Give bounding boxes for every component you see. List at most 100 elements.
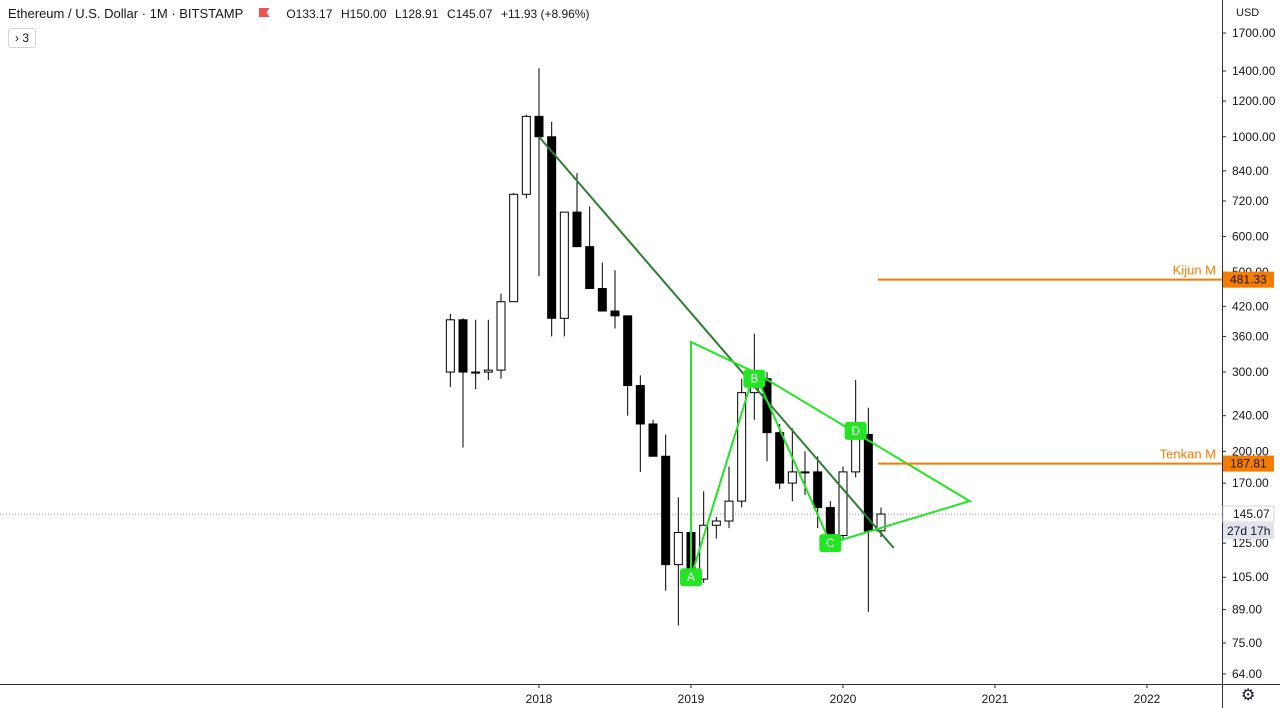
x-tick-label: 2019 (678, 692, 705, 706)
candle-body (775, 432, 785, 484)
countdown-tag-label: 27d 17h (1227, 524, 1270, 538)
candle (813, 456, 823, 529)
indicator-price-tag-bg (1223, 455, 1274, 472)
interval-label[interactable]: 1M (149, 6, 168, 21)
exchange-label: BITSTAMP (179, 6, 244, 21)
x-tick-label: 2022 (1134, 692, 1161, 706)
candle-body (635, 385, 645, 425)
low-value: 128.91 (401, 7, 439, 21)
symbol-separator: · (141, 6, 150, 21)
candle (471, 319, 481, 390)
candle (559, 211, 569, 337)
high-label: H (341, 7, 350, 21)
y-tick-label: 89.00 (1232, 603, 1262, 617)
candle (483, 319, 493, 381)
candle-body (800, 471, 810, 474)
candle (673, 497, 683, 626)
candle-body (458, 319, 468, 373)
open-label: O (286, 7, 296, 21)
open-value: 133.17 (295, 7, 333, 21)
chevron-right-icon: › (15, 31, 19, 45)
candle (509, 192, 519, 303)
candle (496, 293, 506, 379)
currency-label[interactable]: USD (1236, 7, 1260, 19)
symbol-separator: · (171, 6, 180, 21)
candle (648, 419, 658, 457)
candle (711, 516, 721, 539)
indicator-price-tag: 481.33 (1223, 271, 1274, 288)
candle-body (623, 315, 633, 387)
candle-body (597, 288, 607, 312)
candle-body (559, 211, 569, 319)
countdown-tag-bg (1223, 523, 1274, 540)
candle (623, 315, 633, 416)
candle-body (876, 513, 886, 532)
candle (838, 466, 848, 539)
candle-body (711, 520, 721, 526)
y-tick-label: 300.00 (1232, 365, 1269, 379)
change-value: +11.93 (+8.96%) (501, 7, 590, 21)
y-tick-label: 125.00 (1232, 536, 1269, 550)
chart-legend: Ethereum / U.S. Dollar · 1M · BITSTAMP O… (8, 6, 590, 21)
candle (445, 313, 455, 387)
candle-body (521, 115, 531, 195)
y-tick-label: 170.00 (1232, 476, 1269, 490)
pattern-triangle-right (752, 369, 973, 545)
x-tick-label: 2021 (982, 692, 1009, 706)
candle-body (547, 136, 557, 319)
candle-body (813, 471, 823, 509)
indicator-price-tag-bg (1223, 271, 1274, 288)
y-tick-label: 64.00 (1232, 667, 1262, 681)
candle-body (585, 246, 595, 290)
y-tick-label: 600.00 (1232, 230, 1269, 244)
pattern-point-badge (680, 568, 702, 587)
y-tick-label: 360.00 (1232, 329, 1269, 343)
trend-line (538, 136, 895, 549)
flag-icon[interactable] (258, 8, 270, 17)
candle (547, 121, 557, 337)
candle-body (572, 211, 582, 248)
high-value: 150.00 (349, 7, 387, 21)
candle-body (825, 507, 835, 537)
pattern-point-c: C (819, 534, 842, 553)
pattern-point-b: B (743, 369, 766, 388)
pattern-point-label: B (750, 372, 758, 386)
candle-body (851, 433, 861, 473)
pattern-point-badge (819, 534, 842, 553)
candle-body (496, 301, 506, 371)
gear-icon[interactable]: ⚙ (1241, 687, 1256, 704)
collapse-indicators-button[interactable]: › 3 (8, 28, 37, 48)
x-tick-label: 2018 (526, 692, 553, 706)
candle-body (661, 455, 671, 566)
y-tick-label: 420.00 (1232, 299, 1269, 313)
countdown-tag: 27d 17h (1223, 523, 1274, 540)
candle (597, 262, 607, 312)
pattern-point-d: D (844, 421, 867, 440)
y-tick-label: 1200.00 (1232, 94, 1276, 108)
candle-body (737, 392, 747, 502)
y-tick-label: 105.00 (1232, 570, 1269, 584)
symbol-title[interactable]: Ethereum / U.S. Dollar (8, 6, 139, 21)
candle-body (610, 310, 620, 317)
indicator-name: Kijun M (1173, 263, 1216, 278)
candle-body (534, 115, 544, 138)
y-tick-label: 200.00 (1232, 444, 1269, 458)
candle-body (445, 319, 455, 373)
candle (635, 375, 645, 472)
candle (521, 114, 531, 199)
y-tick-label: 1000.00 (1232, 130, 1276, 144)
candle (572, 173, 582, 248)
close-label: C (447, 7, 456, 21)
pattern-point-badge (743, 369, 766, 388)
indicator-name: Tenkan M (1160, 447, 1216, 462)
current-price-tag: 145.07 (1222, 505, 1275, 523)
candle (737, 378, 747, 508)
close-value: 145.07 (455, 7, 493, 21)
candle-body (483, 369, 493, 373)
indicator-price-tag-label: 481.33 (1230, 273, 1267, 287)
candle (534, 68, 544, 277)
indicator-count: 3 (22, 31, 30, 45)
pattern-point-label: C (826, 536, 835, 550)
y-tick-label: 75.00 (1232, 636, 1262, 650)
